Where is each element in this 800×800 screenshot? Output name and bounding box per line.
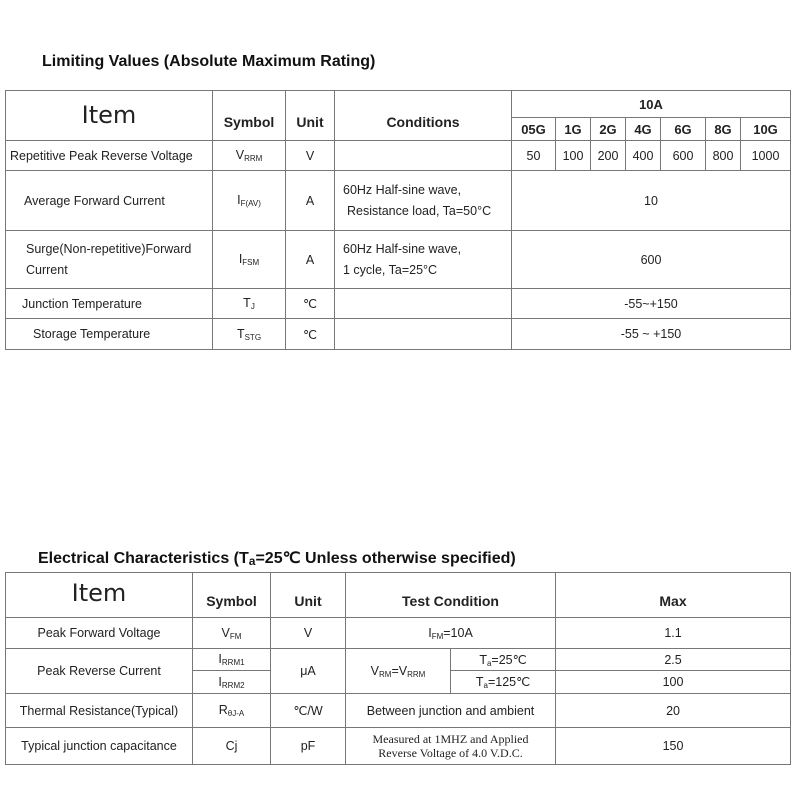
max-value: 2.5 — [555, 648, 792, 671]
table-row: Peak Forward Voltage VFM V IFM=10A 1.1 — [5, 617, 792, 649]
value: 800 — [705, 140, 741, 171]
item-label: Peak Forward Voltage — [5, 617, 193, 649]
header-item: Item — [5, 90, 213, 141]
symbol: IRRM1 — [192, 648, 271, 671]
header-max: Max — [555, 572, 792, 618]
conditions: 60Hz Half-sine wave, 1 cycle, Ta=25°C — [334, 230, 512, 289]
value: 600 — [660, 140, 706, 171]
header-unit: Unit — [285, 90, 335, 141]
symbol: IF(AV) — [212, 170, 286, 231]
grade-header: 2G — [590, 117, 626, 141]
electrical-characteristics-table: Item Symbol Unit Test Condition Max Peak… — [5, 572, 792, 765]
item-label: Thermal Resistance(Typical) — [5, 693, 193, 728]
value: 100 — [555, 140, 591, 171]
table-row: Storage Temperature TSTG ℃ -55 ~ +150 — [5, 318, 792, 350]
max-value: 100 — [555, 670, 792, 694]
value: 400 — [625, 140, 661, 171]
value: 200 — [590, 140, 626, 171]
table-row: Average Forward Current IF(AV) A 60Hz Ha… — [5, 170, 792, 231]
unit: A — [285, 170, 335, 231]
header-10a: 10A — [510, 90, 792, 118]
item-label: Average Forward Current — [5, 170, 213, 231]
max-value: 1.1 — [555, 617, 792, 649]
table-row: Typical junction capacitance Cj pF Measu… — [5, 727, 792, 765]
conditions — [334, 318, 512, 350]
symbol: VFM — [192, 617, 271, 649]
grade-header: 4G — [625, 117, 661, 141]
test-condition: Measured at 1MHZ and Applied Reverse Volt… — [344, 727, 557, 765]
unit: μA — [270, 648, 346, 694]
symbol: IRRM2 — [192, 670, 271, 694]
header-unit: Unit — [270, 572, 346, 618]
test-condition: IFM=10A — [344, 617, 557, 649]
max-value: 150 — [555, 727, 792, 765]
conditions — [334, 140, 512, 171]
grade-header: 6G — [660, 117, 706, 141]
electrical-title: Electrical Characteristics (Ta=25℃ Unles… — [38, 550, 516, 568]
symbol: TSTG — [212, 318, 286, 350]
header-test-condition: Test Condition — [344, 572, 557, 618]
unit: V — [285, 140, 335, 171]
item-label: Typical junction capacitance — [5, 727, 193, 765]
max-value: 20 — [555, 693, 792, 728]
conditions — [334, 288, 512, 319]
unit: ℃ — [285, 288, 335, 319]
unit: V — [270, 617, 346, 649]
limiting-values-table: Item Symbol Unit Conditions 10A 05G 1G 2… — [5, 90, 792, 350]
grade-header: 05G — [511, 117, 556, 141]
grade-header: 1G — [555, 117, 591, 141]
unit: pF — [270, 727, 346, 765]
symbol: VRRM — [212, 140, 286, 171]
value: -55~+150 — [510, 288, 792, 319]
symbol: Cj — [192, 727, 271, 765]
unit: A — [285, 230, 335, 289]
item-label: Repetitive Peak Reverse Voltage — [5, 140, 213, 171]
value: -55 ~ +150 — [510, 318, 792, 350]
symbol: RθJ-A — [192, 693, 271, 728]
item-label: Surge(Non-repetitive)Forward Current — [5, 230, 213, 289]
grade-header: 10G — [739, 117, 792, 141]
test-condition: VRM=VRRM — [345, 648, 451, 694]
unit: ℃/W — [270, 693, 346, 728]
test-condition: Between junction and ambient — [344, 693, 557, 728]
grade-header: 8G — [705, 117, 741, 141]
table-row: Thermal Resistance(Typical) RθJ-A ℃/W Be… — [5, 693, 792, 728]
limiting-values-title: Limiting Values (Absolute Maximum Rating… — [42, 53, 376, 70]
table-row: Repetitive Peak Reverse Voltage VRRM V 5… — [5, 140, 792, 171]
unit: ℃ — [285, 318, 335, 350]
header-conditions: Conditions — [334, 90, 512, 141]
symbol: IFSM — [212, 230, 286, 289]
conditions: 60Hz Half-sine wave, Resistance load, Ta=… — [334, 170, 512, 231]
value: 600 — [510, 230, 792, 289]
temperature-condition: Ta=25℃ — [449, 648, 557, 671]
item-label: Junction Temperature — [5, 288, 213, 319]
value: 50 — [511, 140, 556, 171]
item-label: Storage Temperature — [5, 318, 213, 350]
value: 1000 — [739, 140, 792, 171]
table-row: Peak Reverse Current IRRM1 μA VRM=VRRM T… — [5, 648, 792, 694]
symbol: TJ — [212, 288, 286, 319]
item-label: Peak Reverse Current — [5, 648, 193, 694]
header-symbol: Symbol — [192, 572, 271, 618]
temperature-condition: Ta=125℃ — [449, 670, 557, 694]
header-item: Item — [5, 572, 193, 618]
value: 10 — [510, 170, 792, 231]
table-row: Junction Temperature TJ ℃ -55~+150 — [5, 288, 792, 319]
header-symbol: Symbol — [212, 90, 286, 141]
table-row: Surge(Non-repetitive)Forward Current IFS… — [5, 230, 792, 289]
